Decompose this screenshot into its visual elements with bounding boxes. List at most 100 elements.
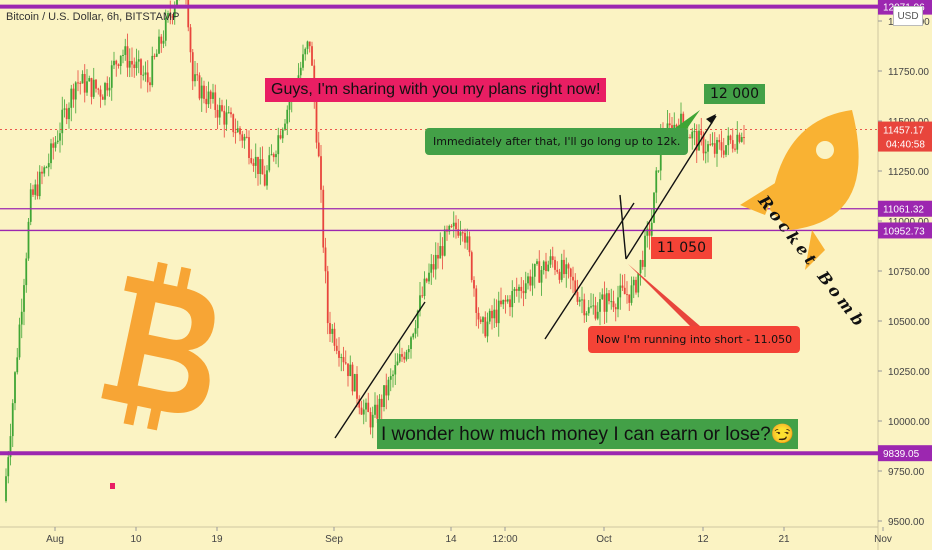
candle-body	[146, 72, 149, 83]
candle-body	[380, 398, 383, 408]
candle-body	[385, 385, 388, 396]
rocket-body	[770, 110, 859, 230]
currency-button[interactable]: USD	[893, 6, 923, 26]
candle-body	[520, 286, 523, 291]
candle-body	[54, 142, 57, 148]
rocket-window	[816, 141, 834, 159]
candle-body	[731, 140, 734, 149]
candle-body	[439, 246, 442, 259]
candle-body	[83, 73, 86, 93]
candle-body	[311, 46, 313, 66]
candle-body	[367, 402, 370, 413]
candle-body	[680, 113, 682, 133]
candle-body	[428, 272, 430, 282]
bitcoin-glyph	[101, 275, 215, 413]
candle-body	[443, 229, 446, 256]
candle-body	[556, 269, 559, 272]
candle-body	[18, 324, 21, 358]
candle-body	[50, 143, 52, 164]
candle-body	[23, 285, 25, 312]
candle-body	[495, 309, 498, 324]
candle-body	[482, 317, 484, 323]
candle-body	[536, 261, 538, 264]
candle-body	[610, 301, 613, 303]
candle-body	[542, 261, 545, 271]
candle-body	[716, 139, 718, 154]
candle-body	[304, 48, 307, 55]
candle-body	[558, 271, 561, 280]
x-tick-label: Oct	[596, 534, 612, 545]
candle-body	[405, 352, 408, 360]
candle-body	[101, 96, 104, 100]
candle-body	[560, 259, 563, 280]
y-tick-label: 9750.00	[888, 467, 925, 478]
candle-body	[509, 299, 511, 308]
candle-body	[425, 278, 428, 282]
rocket-fin	[805, 230, 825, 270]
candle-body	[270, 154, 273, 156]
x-tick-label: Nov	[874, 534, 892, 545]
candle-body	[403, 356, 406, 360]
candle-body	[614, 307, 617, 310]
candle-body	[621, 285, 624, 288]
y-tick-label: 11250.00	[888, 167, 929, 178]
y-tick-label: 10500.00	[888, 317, 930, 328]
candle-body	[491, 310, 493, 319]
candle-body	[281, 129, 284, 139]
candle-body	[277, 135, 280, 155]
candle-body	[412, 333, 415, 338]
candle-body	[434, 254, 437, 270]
candle-body	[576, 292, 579, 302]
candle-body	[317, 142, 320, 157]
candle-body	[698, 130, 700, 151]
candle-body	[432, 264, 435, 270]
bitcoin-bar	[123, 401, 138, 426]
candle-body	[70, 88, 73, 108]
candle-body	[594, 305, 597, 319]
candle-body	[25, 258, 28, 286]
candle-body	[419, 295, 421, 311]
candle-body	[617, 297, 619, 310]
candle-body	[74, 82, 77, 100]
candle-body	[171, 16, 174, 18]
candle-body	[331, 328, 334, 334]
candle-body	[351, 364, 354, 392]
candle-body	[374, 404, 376, 415]
candle-body	[590, 306, 592, 308]
candle-body	[61, 109, 64, 134]
candle-body	[245, 136, 248, 138]
candle-body	[29, 189, 32, 222]
candle-body	[626, 294, 628, 296]
candle-body	[360, 407, 363, 415]
marker-square	[110, 483, 115, 489]
candle-body	[212, 92, 214, 99]
candle-body	[214, 92, 217, 110]
candle-body	[639, 260, 642, 274]
candle-body	[513, 288, 516, 291]
candle-body	[320, 156, 322, 190]
candle-body	[448, 225, 451, 232]
candle-body	[682, 113, 685, 127]
candle-body	[5, 476, 7, 501]
candle-body	[144, 72, 147, 75]
trend-line	[619, 194, 627, 260]
candle-body	[279, 135, 282, 139]
candle-body	[124, 46, 127, 55]
candle-body	[335, 345, 338, 351]
candle-body	[668, 123, 671, 126]
candle-body	[338, 350, 340, 358]
candle-body	[306, 41, 309, 49]
candle-body	[407, 348, 410, 353]
candle-body	[504, 299, 507, 302]
candle-body	[488, 310, 491, 322]
candle-body	[572, 276, 574, 281]
target-12k-annotation: 12 000	[704, 84, 765, 104]
candle-body	[268, 155, 271, 171]
candle-body	[725, 145, 727, 155]
candle-body	[234, 132, 237, 134]
candle-body	[653, 192, 655, 223]
candle-body	[353, 374, 356, 392]
candle-body	[401, 354, 403, 357]
candle-body	[173, 6, 176, 18]
